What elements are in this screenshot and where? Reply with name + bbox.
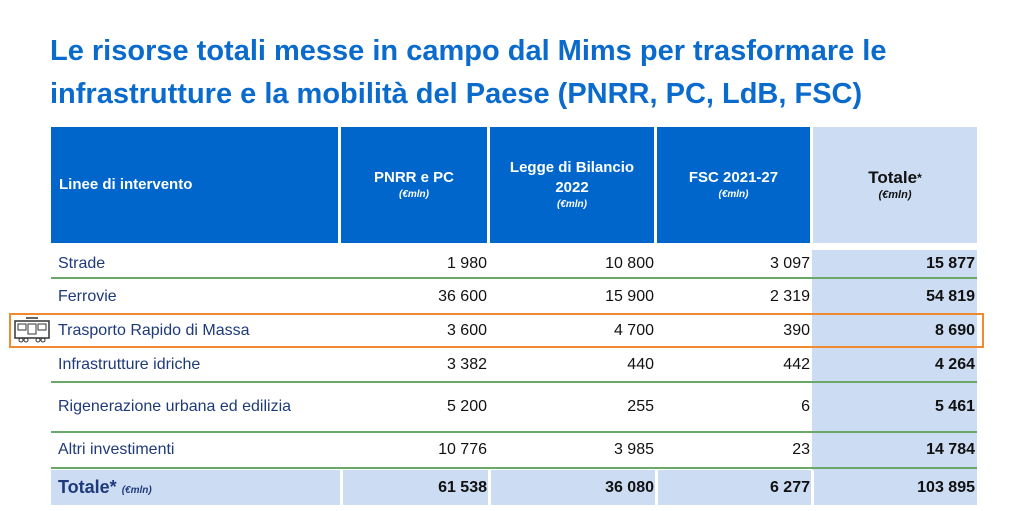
cell-ldb: 10 800 [605,255,654,272]
header-linee: Linee di intervento [51,127,338,243]
cell-totale: 5 461 [934,398,975,415]
header-unit: (€mln) [718,189,749,200]
cell-ldb: 4 700 [613,322,654,339]
highlight-box [9,313,984,348]
cell-fsc: 390 [783,322,810,339]
row-label: Ferrovie [58,288,117,305]
row-label: Strade [58,255,106,272]
header-label: PNRR e PC [373,169,455,186]
cell-totale: 8 690 [934,322,975,339]
table-row: Ferrovie 36 600 15 900 2 319 54 819 [51,281,977,313]
cell-fsc: 442 [783,356,810,373]
cell-pnrr: 5 200 [446,398,487,415]
cell-pnrr: 3 600 [446,322,487,339]
cell-ldb: 15 900 [605,288,654,305]
total-pnrr: 61 538 [438,478,487,496]
total-label: Totale* [58,477,117,497]
total-fsc: 6 277 [769,478,810,496]
cell-totale: 54 819 [926,288,975,305]
header-pnrr: PNRR e PC (€mln) [341,127,487,243]
tram-icon [14,317,50,343]
cell-pnrr: 10 776 [438,441,487,458]
cell-ldb: 255 [627,398,654,415]
row-label: Infrastrutture idriche [58,356,201,373]
cell-fsc: 2 319 [769,288,810,305]
header-label: Totale [868,168,918,187]
table-row: Altri investimenti 10 776 3 985 23 14 784 [51,433,977,467]
header-fsc: FSC 2021-27 (€mln) [657,127,810,243]
header-label: FSC 2021-27 [688,169,779,186]
header-unit: (€mln) [878,189,912,201]
cell-totale: 4 264 [934,356,975,373]
cell-fsc: 23 [792,441,810,458]
cell-fsc: 3 097 [769,255,810,272]
total-unit: (€mln) [121,485,152,496]
table-row: Rigenerazione urbana ed edilizia 5 200 255… [51,383,977,431]
header-label: Linee di intervento [59,176,193,193]
cell-ldb: 3 985 [613,441,654,458]
cell-ldb: 440 [627,356,654,373]
page-title: Le risorse totali messe in campo dal Mim… [50,35,887,110]
row-label: Altri investimenti [58,441,175,458]
header-legge: Legge di Bilancio 2022 (€mln) [490,127,654,243]
header-unit: (€mln) [399,189,429,200]
row-label: Rigenerazione urbana ed edilizia [58,398,292,415]
cell-totale: 14 784 [926,441,975,458]
table-row: Strade 1 980 10 800 3 097 15 877 [51,250,977,278]
row-label: Trasporto Rapido di Massa [58,322,250,339]
header-label: Legge di Bilancio 2022 [509,159,635,196]
cell-pnrr: 36 600 [438,288,487,305]
total-ldb: 36 080 [605,478,654,496]
header-totale: Totale* (€mln) [813,127,977,243]
total-tot: 103 895 [917,478,975,496]
asterisk: * [917,171,922,185]
table-row: Trasporto Rapido di Massa 3 600 4 700 390 8 … [51,315,977,347]
total-column-bg [812,250,977,505]
header-unit: (€mln) [557,199,587,210]
cell-pnrr: 3 382 [446,356,487,373]
table-row: Infrastrutture idriche 3 382 440 442 4 264 [51,349,977,381]
cell-pnrr: 1 980 [446,255,487,272]
total-row: Totale* (€mln) 61 538 36 080 6 277 103 8… [51,470,977,505]
cell-fsc: 6 [801,398,810,415]
cell-totale: 15 877 [926,255,975,272]
